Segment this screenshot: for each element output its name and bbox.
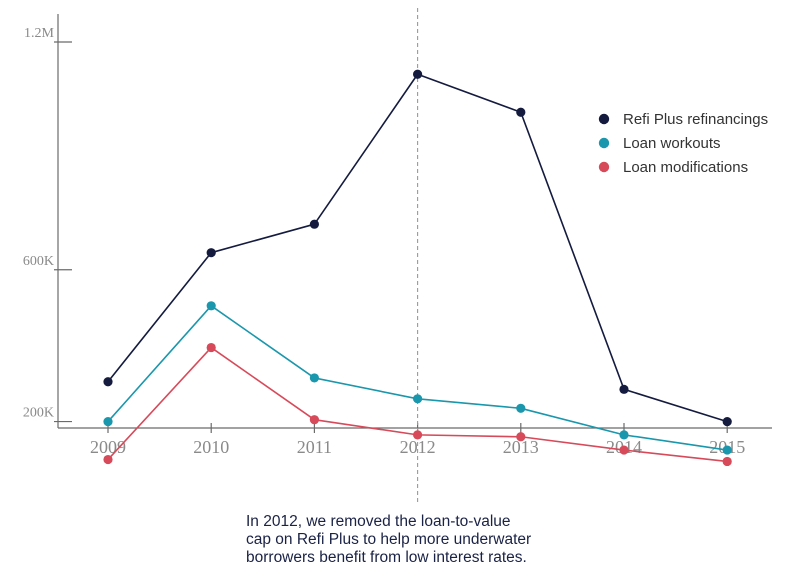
data-point-series-1	[206, 301, 216, 311]
data-point-series-2	[619, 445, 629, 455]
data-point-series-0	[206, 248, 216, 258]
data-point-series-0	[619, 384, 629, 394]
x-tick-label: 2011	[297, 437, 332, 457]
data-point-series-1	[722, 445, 732, 455]
data-point-series-0	[722, 416, 732, 427]
data-point-series-0	[309, 219, 319, 229]
data-point-series-2	[206, 342, 216, 353]
data-point-series-1	[413, 394, 423, 404]
annotation-line: cap on Refi Plus to help more underwater	[246, 531, 532, 548]
legend-label: Loan workouts	[623, 135, 721, 152]
data-point-series-1	[103, 416, 113, 427]
data-point-series-0	[516, 107, 526, 117]
data-point-series-1	[309, 373, 319, 383]
data-point-series-2	[516, 432, 526, 442]
data-point-series-2	[103, 454, 113, 465]
data-point-series-0	[413, 69, 423, 79]
legend-marker	[598, 161, 610, 173]
data-point-series-2	[309, 415, 319, 425]
y-tick-label: 200K	[23, 406, 54, 421]
data-point-series-0	[103, 377, 113, 387]
data-point-series-1	[619, 430, 629, 440]
x-tick-label: 2013	[503, 437, 539, 457]
legend-label: Loan modifications	[623, 159, 748, 176]
annotation-line: borrowers benefit from low interest rate…	[246, 549, 527, 566]
chart-annotation: In 2012, we removed the loan-to-value ca…	[246, 513, 596, 567]
x-tick-label: 2012	[400, 437, 436, 457]
x-tick-label: 2009	[90, 437, 126, 457]
y-tick-label: 600K	[23, 254, 54, 269]
data-point-series-2	[722, 456, 732, 467]
data-point-series-2	[413, 430, 423, 440]
legend-label: Refi Plus refinancings	[623, 111, 768, 128]
legend-marker	[598, 113, 610, 125]
annotation-line: In 2012, we removed the loan-to-value	[246, 513, 511, 530]
x-tick-label: 2010	[193, 437, 229, 457]
legend-marker	[598, 137, 610, 149]
y-tick-label: 1.2M	[24, 26, 55, 41]
data-point-series-1	[516, 403, 526, 413]
